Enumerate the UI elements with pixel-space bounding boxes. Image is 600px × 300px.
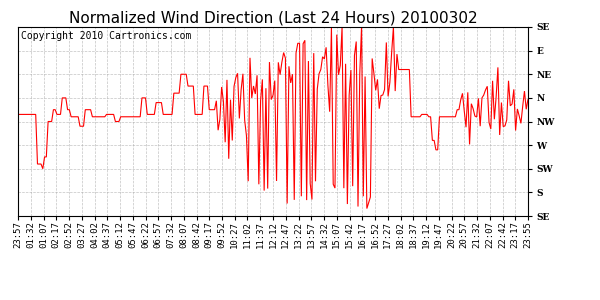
Title: Normalized Wind Direction (Last 24 Hours) 20100302: Normalized Wind Direction (Last 24 Hours…	[68, 11, 478, 26]
Text: Copyright 2010 Cartronics.com: Copyright 2010 Cartronics.com	[20, 31, 191, 41]
